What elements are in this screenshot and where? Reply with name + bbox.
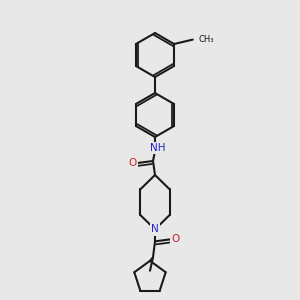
Text: NH: NH	[150, 143, 166, 153]
Text: N: N	[151, 224, 159, 234]
Text: O: O	[128, 158, 137, 168]
Text: CH₃: CH₃	[199, 35, 214, 44]
Text: O: O	[171, 234, 179, 244]
